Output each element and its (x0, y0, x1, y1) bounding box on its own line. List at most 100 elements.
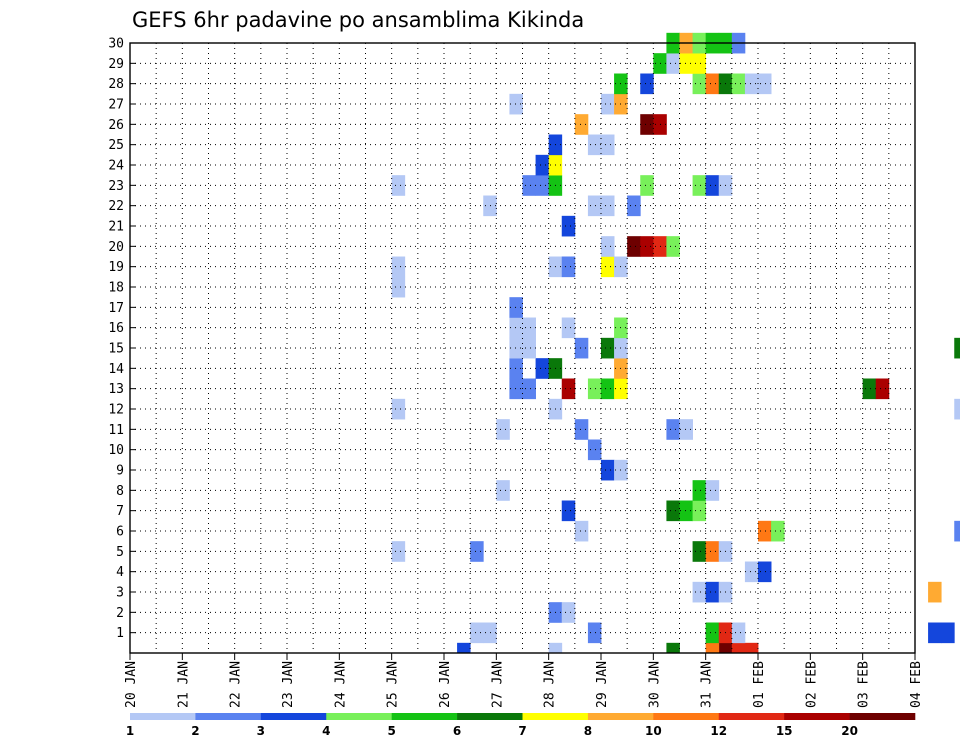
heatmap-cell (692, 73, 707, 95)
y-tick-label: 6 (116, 525, 124, 540)
heatmap-cell (862, 378, 877, 400)
colorbar-swatch (653, 713, 720, 720)
heatmap-cell (758, 561, 772, 583)
y-tick-label: 12 (108, 403, 124, 418)
heatmap-cell (601, 378, 615, 400)
y-tick-label: 8 (116, 484, 124, 499)
x-tick-label: 21 JAN (176, 661, 191, 708)
x-tick-label: 29 JAN (595, 661, 610, 708)
heatmap-cell (705, 642, 720, 654)
x-tick-label: 04 FEB (909, 661, 924, 708)
heatmap-cell (574, 337, 589, 359)
y-tick-label: 4 (116, 565, 124, 580)
heatmap-cell (509, 378, 523, 400)
heatmap-cell (954, 520, 960, 542)
colorbar-label: 6 (453, 724, 461, 738)
x-axis: 20 JAN 21 JAN 22 JAN 23 JAN 24 JAN 25 JAN 26 J… (124, 653, 924, 708)
heatmap-cell (574, 114, 589, 135)
y-tick-label: 9 (116, 464, 124, 479)
heatmap-cell (692, 541, 707, 562)
heatmap-cell (705, 581, 720, 603)
heatmap-cell (640, 175, 654, 196)
y-tick-label: 30 (108, 37, 124, 52)
heatmap-cell (470, 541, 484, 562)
colorbar-swatch (195, 713, 262, 720)
y-tick-label: 1 (116, 626, 124, 641)
heatmap-cell (601, 93, 615, 115)
heatmap-cell (731, 622, 746, 644)
heatmap-cell (744, 73, 759, 95)
heatmap-cell (535, 175, 550, 196)
heatmap-cell (391, 398, 406, 420)
x-tick-label: 20 JAN (124, 661, 139, 708)
heatmap-cell (731, 642, 746, 654)
heatmap-cell (509, 337, 523, 359)
heatmap-cell (509, 93, 523, 115)
heatmap-cell (627, 195, 641, 217)
heatmap-cell (705, 73, 720, 95)
heatmap-cell (561, 602, 576, 623)
heatmap-cell (666, 236, 680, 257)
y-tick-label: 27 (108, 98, 124, 113)
colorbar-swatch (130, 713, 196, 720)
heatmap-cell (601, 236, 615, 257)
heatmap-cell (587, 195, 602, 217)
x-tick-label: 24 JAN (333, 661, 348, 708)
heatmap-cell (483, 195, 497, 217)
y-tick-label: 20 (108, 240, 124, 255)
colorbar-label: 3 (257, 724, 265, 738)
heatmap-cell (692, 175, 707, 196)
y-tick-label: 2 (116, 606, 124, 621)
colorbar-label: 8 (584, 724, 592, 738)
heatmap-cell (601, 337, 615, 359)
x-tick-label: 26 JAN (438, 661, 453, 708)
heatmap-cell (483, 622, 497, 644)
x-tick-label: 28 JAN (543, 661, 558, 708)
y-tick-label: 18 (108, 281, 124, 296)
heatmap-cell (587, 622, 602, 644)
x-tick-label: 30 JAN (647, 661, 662, 708)
heatmap-cell (731, 73, 746, 95)
heatmap-cell (640, 73, 654, 95)
heatmap-cell (601, 134, 615, 156)
heatmap-cell (587, 134, 602, 156)
heatmap-cell (666, 500, 680, 522)
heatmap-cell (692, 500, 707, 522)
heatmap-cell (744, 642, 759, 654)
x-tick-label: 31 JAN (700, 661, 715, 708)
dotted-grid (129, 42, 916, 653)
heatmap-cell (574, 419, 589, 440)
y-tick-label: 23 (108, 179, 124, 194)
colorbar-swatch (326, 713, 392, 720)
colorbar-swatch (784, 713, 850, 720)
colorbar-label: 1 (126, 724, 134, 738)
colorbar-label: 12 (710, 724, 727, 738)
heatmap-cell (561, 215, 576, 237)
heatmap-cell (627, 236, 641, 257)
heatmap-cell (509, 317, 523, 339)
y-tick-label: 7 (116, 504, 124, 519)
x-tick-label: 27 JAN (490, 661, 505, 708)
heatmap-cell (535, 154, 550, 176)
heatmap-cell (758, 73, 772, 95)
y-axis: 1234567891011121314151617181920212223242… (108, 37, 136, 641)
heatmap-cell (928, 581, 942, 603)
heatmap-cell (496, 419, 510, 440)
heatmap-cell (601, 256, 615, 278)
y-tick-label: 11 (108, 423, 124, 438)
heatmap-cells (391, 32, 960, 654)
colorbar-label: 20 (841, 724, 858, 738)
heatmap-cell (561, 256, 576, 278)
heatmap-cell (941, 622, 955, 644)
heatmap-cell (954, 398, 960, 420)
y-tick-label: 22 (108, 199, 124, 214)
heatmap-cell (561, 317, 576, 339)
chart-title: GEFS 6hr padavine po ansamblima Kikinda (132, 8, 584, 32)
y-tick-label: 26 (108, 118, 124, 133)
heatmap-cell (640, 114, 654, 135)
heatmap-cell (679, 500, 693, 522)
x-tick-label: 01 FEB (752, 661, 767, 708)
y-tick-label: 25 (108, 138, 124, 153)
heatmap-cell (666, 419, 680, 440)
y-tick-label: 5 (116, 545, 124, 560)
